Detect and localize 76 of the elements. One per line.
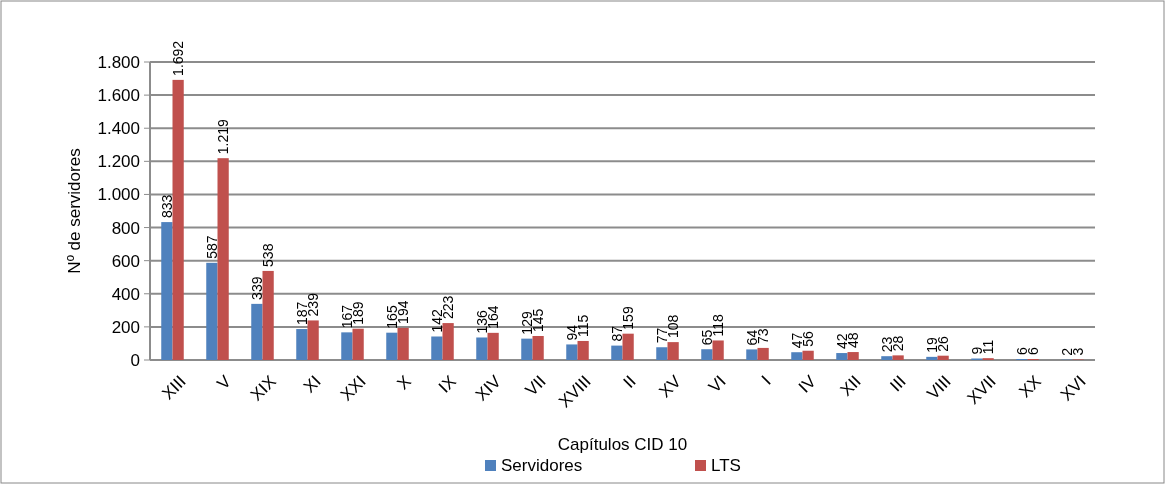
bar [701,349,713,360]
y-tick-label: 600 [111,251,140,271]
bar [836,353,848,360]
y-axis-title: Nº de servidores [65,148,84,274]
x-tick-label: XI [299,371,325,397]
bar [251,303,263,360]
data-label: 1.692 [170,40,187,76]
y-tick-label: 1.800 [97,52,140,72]
x-tick-label: IV [794,371,821,397]
bar [746,349,758,360]
bar [386,332,398,360]
bar [217,158,229,360]
y-tick-label: 0 [130,350,140,370]
bar [206,262,218,360]
data-label: 833 [158,194,175,219]
x-tick-label: III [886,371,910,396]
bar [296,329,308,360]
x-tick-label: XX [1015,371,1045,402]
x-tick-label: VI [704,371,730,397]
x-tick-label: IX [434,371,460,397]
x-tick-label: X [393,371,415,394]
bar [712,340,724,360]
bar [847,352,859,360]
bar [521,338,533,360]
x-tick-label: II [619,371,640,392]
x-tick-label: XIV [471,371,506,405]
bar [161,222,173,360]
y-tick-label: 200 [111,317,140,337]
bar [577,340,589,360]
bar [926,356,938,360]
bar [881,356,893,360]
bar [937,355,949,360]
bar [476,337,488,360]
bar [892,355,904,360]
data-label: 587 [203,235,220,259]
bar [442,323,454,360]
y-tick-label: 1.200 [97,152,140,172]
bar [611,345,623,360]
bar [757,347,769,360]
data-label: 159 [620,306,637,330]
x-tick-label: V [213,371,236,394]
y-tick-label: 1.000 [97,185,140,205]
data-label: 538 [260,243,277,267]
bar [667,342,679,360]
x-axis-title: Capítulos CID 10 [557,435,688,454]
y-tick-label: 1.400 [97,119,140,139]
bar [397,327,409,360]
bar [622,333,634,360]
bar [566,344,578,360]
x-tick-label: VII [521,371,550,400]
x-tick-label: XXI [336,371,370,405]
x-tick-label: XIX [246,371,280,405]
bar [341,332,353,360]
y-tick-label: 1.600 [97,86,140,106]
y-tick-label: 800 [111,218,140,238]
bar [431,336,443,360]
bar [532,335,544,360]
bar [262,270,274,360]
data-label: 1.219 [215,118,232,155]
bar [791,352,803,360]
bar [352,328,364,360]
bar [802,350,814,360]
x-tick-label: XV [655,371,686,402]
bar [487,332,499,360]
y-tick-label: 400 [111,284,140,304]
bar [307,320,319,360]
bar [172,79,184,360]
x-tick-label: XII [836,371,865,400]
x-tick-label: XVI [1056,371,1090,405]
data-label: 339 [248,276,265,300]
x-tick-label: VIII [923,371,955,404]
legend-label: LTS [711,456,741,475]
x-tick-label: XIII [158,371,190,404]
x-tick-label: I [757,371,775,389]
bar [656,347,668,360]
legend-label: Servidores [501,456,583,475]
